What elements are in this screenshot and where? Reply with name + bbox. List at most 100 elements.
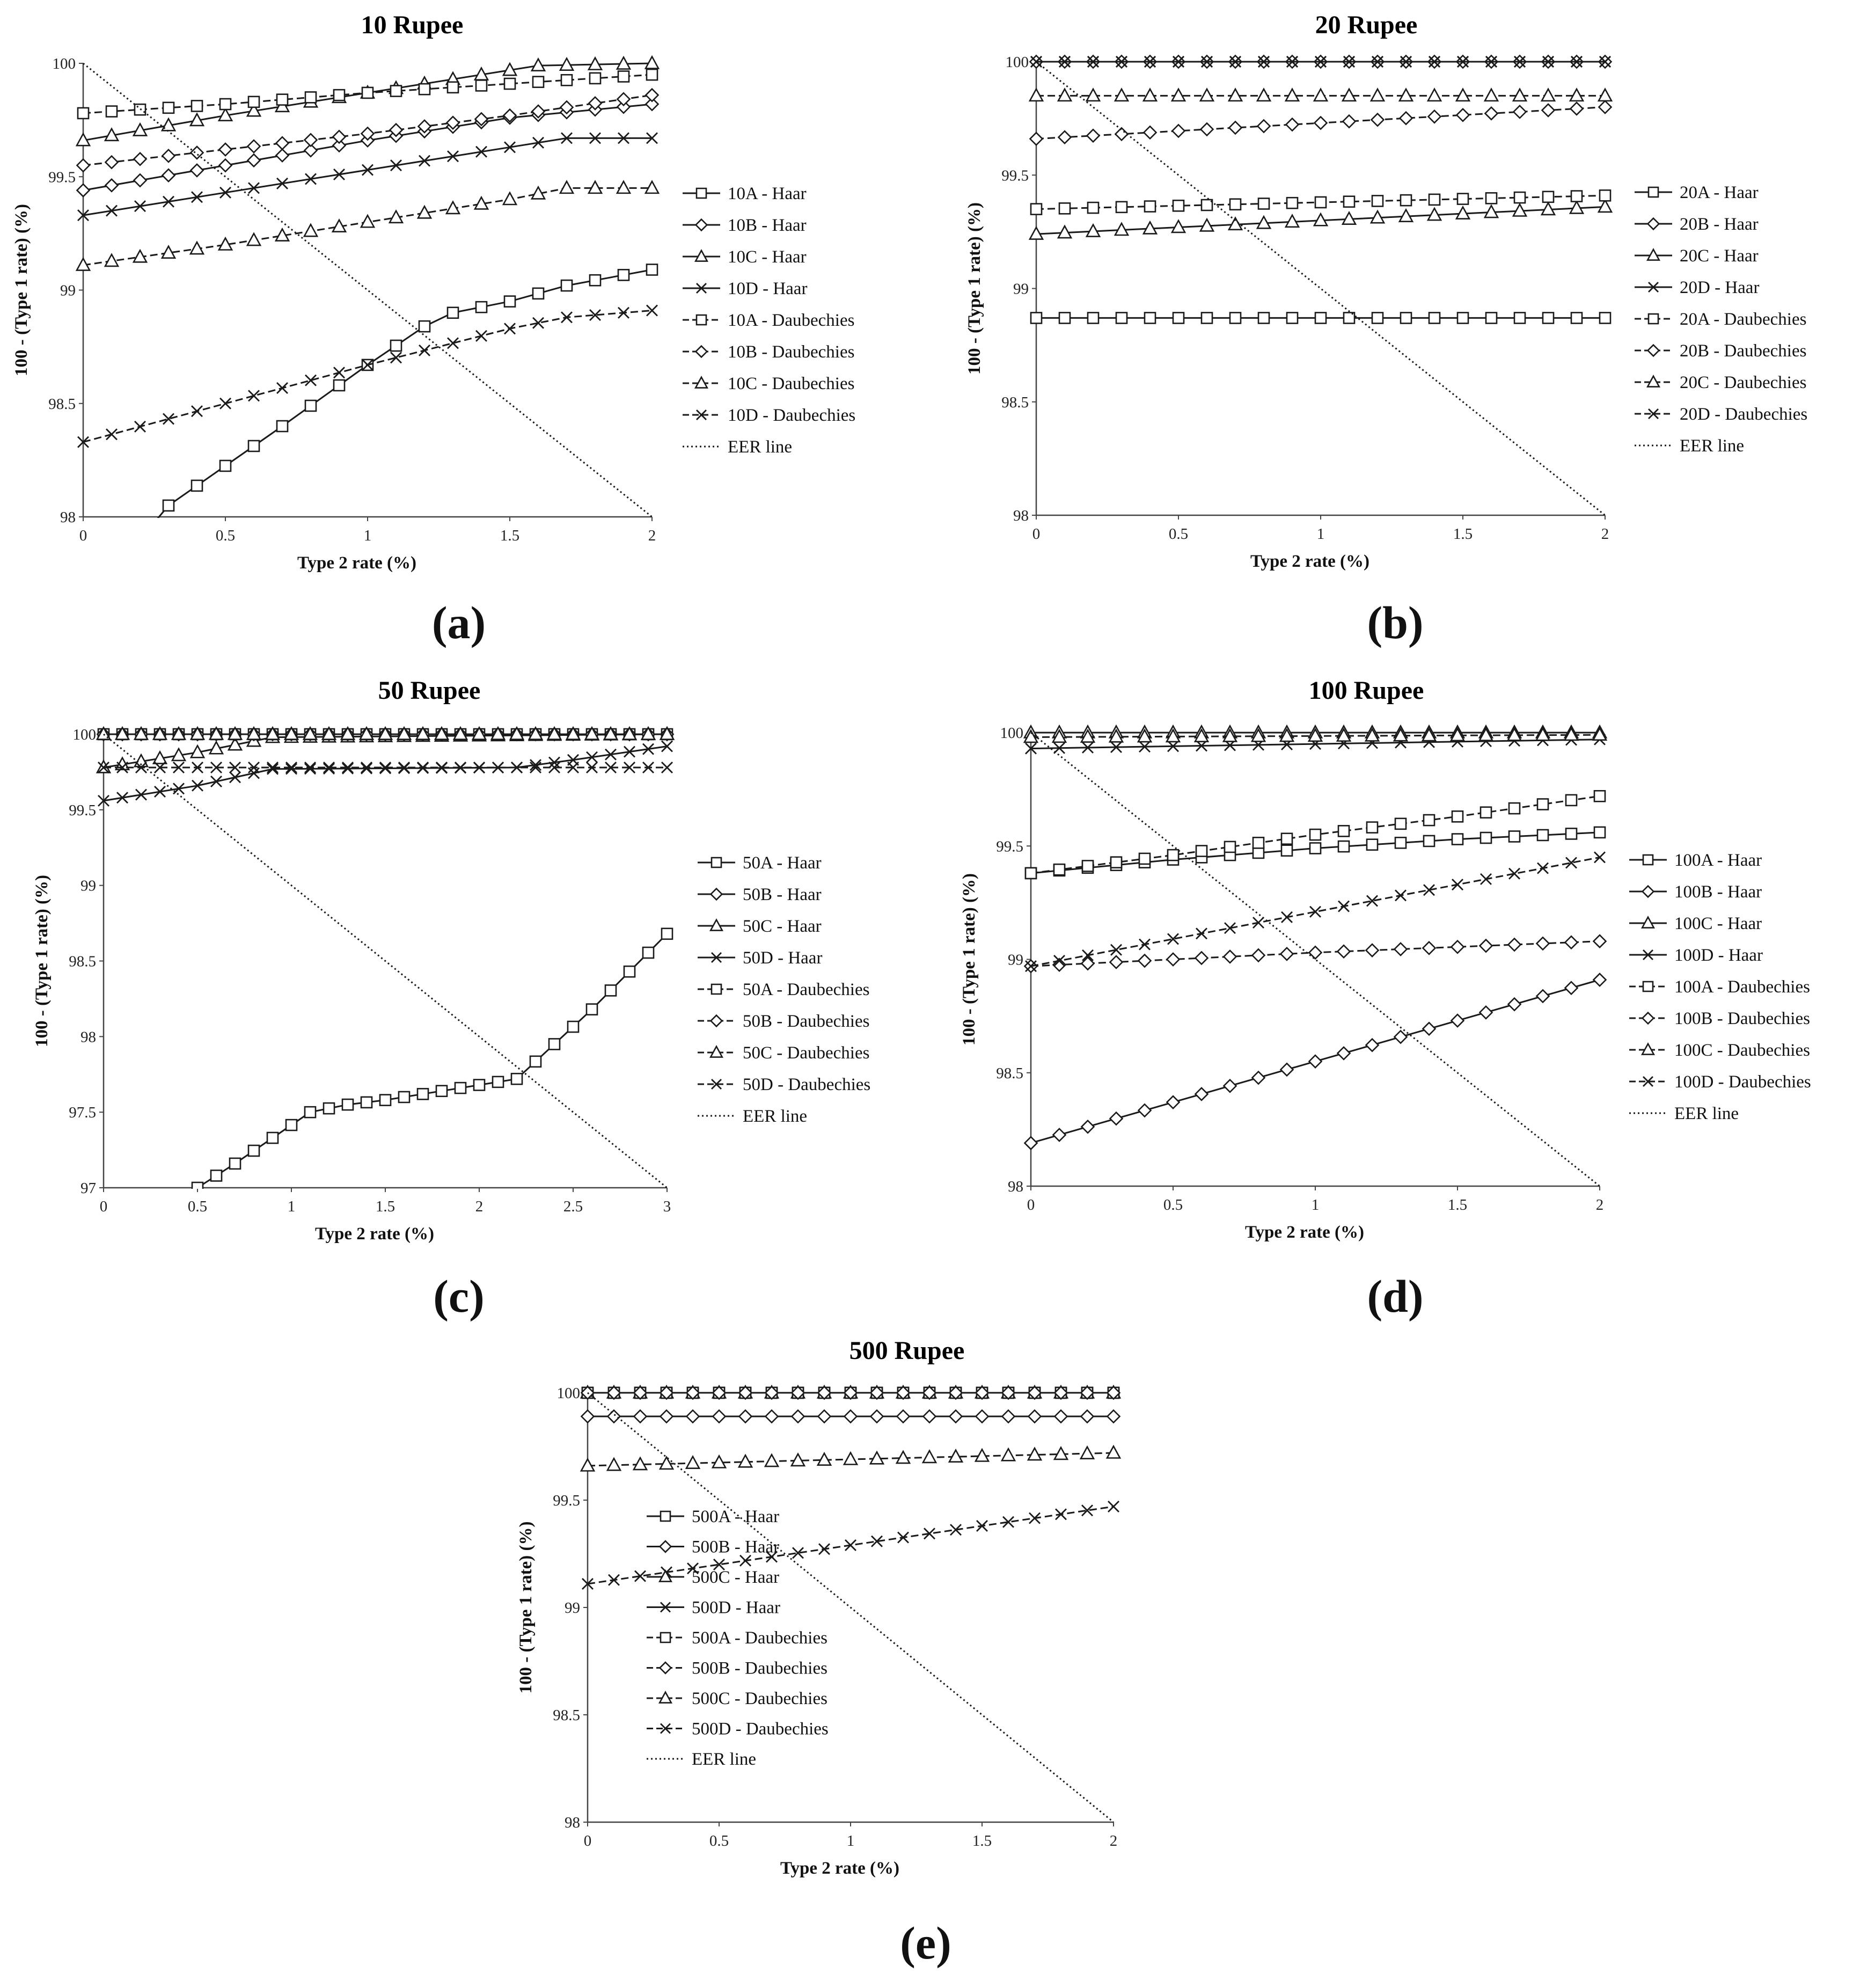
50c-haar-point [227, 736, 243, 751]
20-rupee-series-20c-daubechies [1028, 87, 1613, 102]
500b-haar-legend-label: 500B - Haar [692, 1538, 779, 1557]
100a-daubechies-point [1280, 832, 1293, 845]
chart-500-rupee-svg: 500 Rupee 98 98.5 99 99.5 100 0 0.5 1 1.5 2 Type 2 … [516, 1336, 1122, 1878]
100a-daubechies-point [1480, 806, 1492, 819]
20d-haar-legend-marker [1648, 282, 1659, 293]
100d-daubechies-point [1366, 895, 1378, 907]
500b-daubechies-point [712, 1385, 727, 1400]
50a-haar-point [247, 1144, 260, 1157]
50d-haar-point [661, 740, 673, 752]
50-rupee-ytick-label: 99 [80, 878, 96, 895]
100a-daubechies-point [1508, 802, 1521, 815]
50-rupee-series-50d-daubechies [98, 761, 673, 773]
50d-daubechies-point [473, 761, 485, 773]
20b-daubechies-point [1427, 109, 1442, 124]
10c-haar-point [616, 55, 632, 70]
100d-daubechies-point [1309, 905, 1321, 918]
500b-haar-point [817, 1409, 832, 1424]
100c-daubechies-point [1080, 728, 1096, 743]
20a-daubechies-point [1485, 192, 1498, 204]
100d-daubechies-point [1480, 873, 1492, 885]
50d-daubechies-point [661, 761, 673, 773]
10d-haar-point [532, 136, 544, 149]
50a-haar-point [435, 1085, 448, 1098]
500c-daubechies-point [711, 1454, 727, 1468]
10a-haar-point [219, 459, 232, 472]
500c-daubechies-point [790, 1452, 806, 1467]
50c-daubechies-point [265, 726, 281, 740]
50d-daubechies-point [436, 761, 448, 773]
100b-daubechies-point [1166, 952, 1181, 967]
500-rupee-legend: 500A - Haar 500B - Haar 500C - Haar 500D - … [647, 1507, 829, 1769]
50d-haar-point [586, 751, 598, 763]
10b-daubechies-point [218, 142, 233, 157]
20a-haar-point [1400, 312, 1412, 324]
100c-daubechies-point [1307, 728, 1323, 742]
20a-haar-point [1599, 312, 1612, 324]
20a-daubechies-point [1542, 191, 1555, 203]
50-rupee-ytick-label: 97 [80, 1180, 96, 1197]
10b-haar-legend-label: 10B - Haar [728, 216, 807, 235]
20b-haar-legend-label: 20B - Haar [1680, 215, 1759, 234]
10d-daubechies-point [362, 359, 373, 371]
50c-daubechies-point [659, 726, 675, 740]
500c-daubechies-point [1105, 1444, 1122, 1459]
20b-daubechies-point [1569, 101, 1584, 116]
10d-daubechies-point [77, 436, 89, 448]
100d-daubechies-point [1110, 944, 1122, 956]
100d-daubechies-point [1452, 879, 1463, 891]
100b-haar-point [1052, 1128, 1067, 1142]
10d-haar-point [163, 195, 174, 208]
20a-daubechies-point [1229, 198, 1242, 211]
10a-daubechies-point [560, 74, 573, 86]
10-rupee-title: 10 Rupee [361, 11, 464, 39]
100a-daubechies-point [1224, 840, 1236, 853]
20a-daubechies-point [1144, 200, 1156, 213]
20c-daubechies-point [1369, 87, 1386, 102]
10b-daubechies-point [275, 136, 290, 151]
500d-daubechies-point [871, 1535, 883, 1547]
20d-daubechies-point [1116, 56, 1127, 68]
50-rupee-series-eer-line [103, 733, 668, 1189]
100b-haar-point [1393, 1029, 1408, 1044]
20a-haar-legend-label: 20A - Haar [1680, 183, 1759, 202]
20c-daubechies-point [1170, 87, 1186, 102]
50d-daubechies-point [530, 761, 541, 773]
20b-daubechies-point [1342, 114, 1357, 129]
50a-haar-point [567, 1020, 580, 1033]
20-rupee-series-eer-line [1036, 61, 1606, 516]
100b-haar-point [1365, 1037, 1380, 1053]
10d-haar-point [390, 159, 402, 172]
50d-haar-legend-label: 50D - Haar [743, 948, 822, 968]
100a-haar-legend-label: 100A - Haar [1674, 851, 1762, 870]
100d-daubechies-point [1139, 938, 1151, 951]
50d-haar-point [548, 756, 560, 769]
100b-daubechies-point [1137, 953, 1152, 968]
50d-daubechies-point [304, 761, 316, 773]
20c-daubechies-point [1057, 87, 1073, 102]
500b-haar-point [712, 1409, 727, 1424]
20b-daubechies-point [1313, 115, 1328, 130]
10c-daubechies-point [360, 214, 376, 228]
20b-daubechies-point [1256, 119, 1271, 134]
20d-daubechies-point [1315, 56, 1327, 68]
50d-daubechies-point [323, 761, 335, 773]
100d-daubechies-point [1395, 889, 1407, 902]
500b-daubechies-point [1080, 1385, 1095, 1400]
500b-haar-point [1080, 1409, 1095, 1424]
10c-haar-point [217, 107, 233, 121]
50d-daubechies-point [417, 761, 429, 773]
100-rupee-series-100c-daubechies [1023, 727, 1608, 743]
10a-daubechies-point [589, 72, 602, 85]
100c-daubechies-legend-marker [1641, 1042, 1655, 1055]
10b-haar-point [275, 148, 290, 163]
10b-daubechies-point [76, 158, 91, 173]
20b-daubechies-point [1199, 122, 1214, 137]
100-rupee-xtick-label: 2 [1596, 1196, 1604, 1214]
500b-haar-point [1001, 1409, 1016, 1424]
100c-daubechies-point [1137, 728, 1153, 743]
20-rupee-xtick-label: 0 [1032, 525, 1041, 543]
20a-haar-point [1343, 312, 1356, 324]
50d-daubechies-point [248, 761, 260, 773]
10d-daubechies-point [589, 309, 601, 321]
